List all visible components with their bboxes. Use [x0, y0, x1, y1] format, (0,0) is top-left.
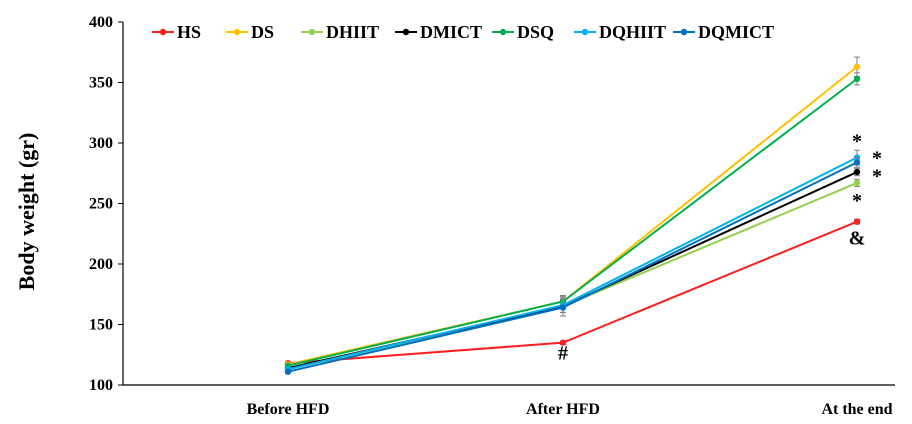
legend-label: DMICT	[420, 22, 482, 42]
y-tick-label: 350	[89, 75, 113, 92]
series-line	[287, 156, 858, 371]
annotation-marker: #	[558, 342, 568, 364]
series-line	[287, 65, 858, 366]
annotation-marker: *	[872, 148, 882, 170]
series-line	[287, 78, 858, 367]
data-point	[853, 218, 861, 225]
legend-item-dqmict: DQMICT	[673, 22, 774, 42]
data-point	[853, 168, 861, 176]
y-tick-label: 150	[89, 317, 113, 334]
data-point	[284, 368, 292, 375]
y-tick-label: 200	[89, 256, 113, 273]
y-tick-label: 250	[89, 196, 113, 213]
annotations: #&****	[558, 131, 882, 365]
data-point	[853, 179, 861, 187]
x-tick-label: After HFD	[526, 401, 600, 418]
x-axis: Before HFD After HFD At the end	[123, 384, 895, 418]
data-point	[853, 159, 861, 166]
y-tick-label: 400	[89, 14, 113, 31]
x-tick-label: Before HFD	[247, 401, 330, 418]
legend-swatch-marker	[680, 28, 688, 36]
legend-item-hs: HS	[152, 22, 201, 42]
data-point	[559, 339, 567, 346]
data-point	[559, 304, 567, 311]
legend-label: DHIIT	[326, 22, 379, 42]
data-point	[853, 63, 861, 70]
annotation-marker: *	[852, 190, 862, 212]
legend: HS DS DHIIT DMICT DSQ DQHIIT DQMICT	[152, 22, 774, 42]
series-dqmict	[284, 157, 861, 375]
legend-item-dqhiit: DQHIIT	[574, 22, 666, 42]
legend-item-ds: DS	[226, 22, 274, 42]
series-ds	[284, 56, 861, 368]
y-axis-label: Body weight (gr)	[14, 133, 39, 291]
series-line	[287, 161, 858, 373]
y-tick-label: 300	[89, 135, 113, 152]
legend-label: HS	[177, 22, 201, 42]
series-layer	[284, 56, 861, 375]
y-tick-label: 100	[89, 377, 113, 394]
series-dhiit	[284, 178, 861, 373]
legend-label: DQHIIT	[599, 22, 666, 42]
legend-swatch-marker	[308, 28, 316, 36]
legend-swatch-marker	[159, 28, 167, 36]
legend-swatch-marker	[499, 28, 507, 36]
series-dsq	[284, 72, 861, 369]
legend-item-dhiit: DHIIT	[301, 22, 379, 42]
legend-item-dmict: DMICT	[395, 22, 482, 42]
legend-label: DS	[251, 22, 274, 42]
series-hs	[284, 218, 861, 367]
legend-swatch-marker	[233, 28, 241, 36]
y-axis: 100 150 200 250 300 350 400	[89, 14, 124, 394]
legend-label: DSQ	[517, 22, 554, 42]
data-point	[853, 75, 861, 83]
x-tick-label: At the end	[821, 401, 892, 418]
legend-swatch-marker	[402, 28, 410, 36]
legend-label: DQMICT	[698, 22, 774, 42]
annotation-marker: *	[872, 166, 882, 188]
legend-swatch-marker	[581, 28, 589, 36]
annotation-marker: *	[852, 131, 862, 153]
series-line	[287, 220, 858, 365]
annotation-marker: &	[849, 227, 866, 249]
legend-item-dsq: DSQ	[492, 22, 554, 42]
